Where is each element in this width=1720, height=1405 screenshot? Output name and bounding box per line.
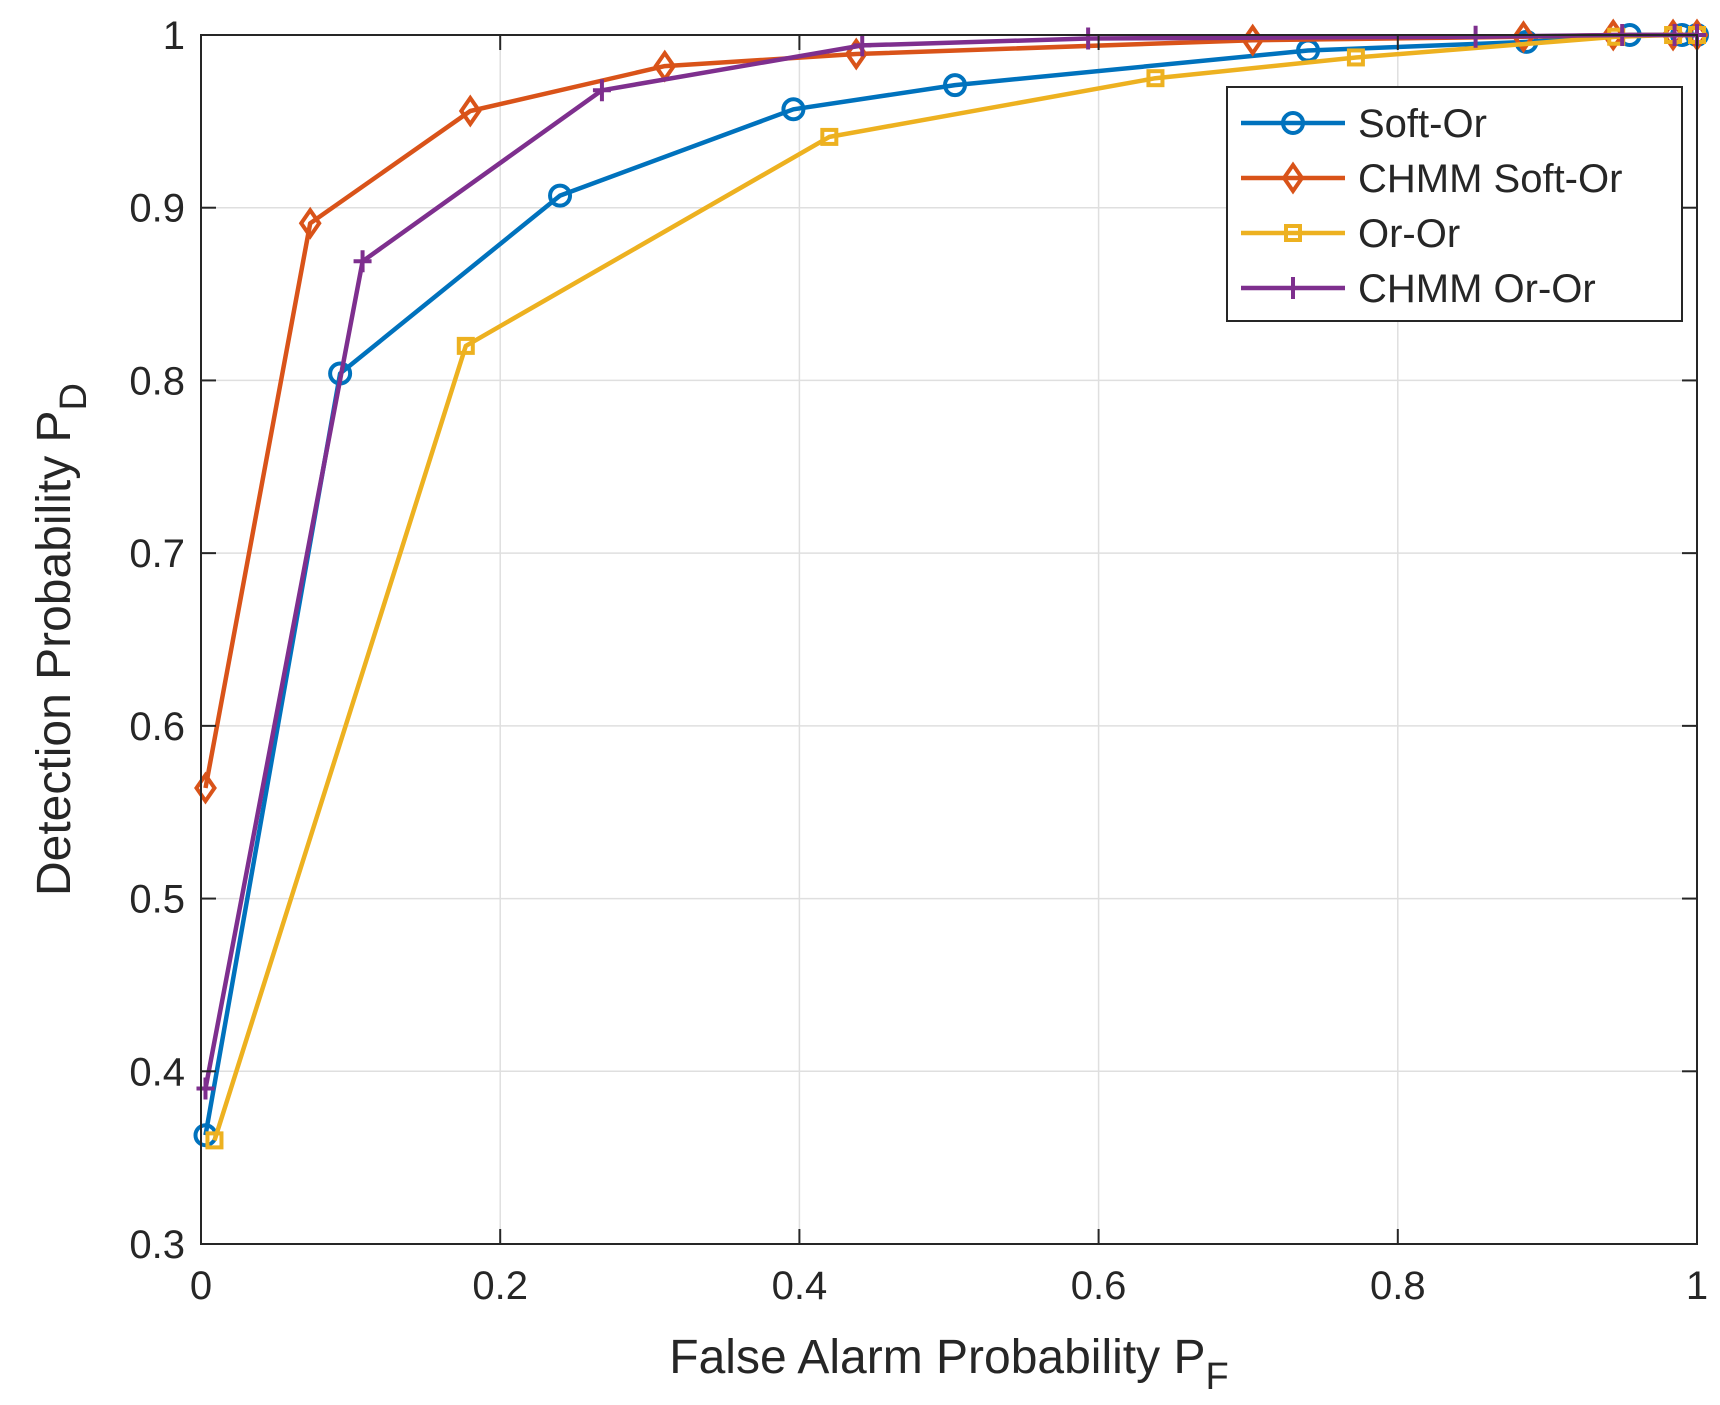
y-tick-label: 0.8 [129, 359, 185, 403]
x-tick-label: 0.6 [1071, 1264, 1127, 1308]
data-point-soft-or [942, 73, 967, 98]
axes-box [200, 34, 1698, 1245]
y-tick-label: 0.6 [129, 705, 185, 749]
legend-marker [1284, 277, 1302, 299]
legend-marker [1281, 161, 1305, 195]
data-point-or-or [456, 336, 475, 355]
y-tick-label: 0.7 [129, 532, 185, 576]
y-tick-label: 0.4 [129, 1050, 185, 1094]
y-axis-label: Detection Probability PD [28, 383, 95, 896]
x-axis-label: False Alarm Probability PF [669, 1331, 1228, 1398]
legend-marker [1281, 111, 1305, 135]
data-point-chmm-or-or [353, 250, 372, 273]
x-tick-label: 0.4 [772, 1264, 828, 1308]
data-point-chmm-or-or [592, 79, 611, 102]
data-point-chmm-or-or [853, 34, 872, 57]
data-point-chmm-soft-or [298, 206, 322, 240]
data-point-or-or [1146, 69, 1165, 88]
legend-label: CHMM Soft-Or [1358, 157, 1622, 201]
y-tick-label: 0.3 [129, 1223, 185, 1267]
legend-label: Or-Or [1358, 212, 1460, 256]
ticks [200, 34, 1698, 1245]
data-point-chmm-soft-or [194, 771, 217, 805]
data-point-soft-or [781, 97, 806, 122]
data-point-chmm-soft-or [458, 94, 482, 128]
data-point-or-or [820, 127, 839, 146]
data-point-chmm-soft-or [1512, 20, 1535, 54]
series-layer [193, 18, 1709, 1150]
x-tick-label: 0 [190, 1264, 212, 1308]
data-point-or-or [1346, 48, 1365, 67]
legend-entry-soft-or: Soft-Or [1241, 102, 1487, 146]
x-tick-label: 0.2 [472, 1264, 528, 1308]
data-point-soft-or [548, 183, 573, 208]
tick-labels: 0 0.2 0.4 0.6 0.8 1 0.3 0.4 0.5 0.6 0.7 0.8 0.9 1 [129, 14, 1708, 1308]
legend-label: Soft-Or [1358, 102, 1487, 146]
data-point-chmm-or-or [1079, 27, 1098, 50]
x-tick-label: 0.8 [1370, 1264, 1426, 1308]
data-point-chmm-or-or [1466, 25, 1485, 48]
legend: Soft-Or CHMM Soft-Or Or-Or CHMM Or-Or [1226, 86, 1683, 322]
x-tick-label: 1 [1686, 1264, 1708, 1308]
legend-marker [1284, 224, 1302, 242]
legend-entry-chmm-soft-or: CHMM Soft-Or [1241, 157, 1622, 201]
legend-entry-chmm-or-or: CHMM Or-Or [1241, 267, 1596, 311]
y-tick-label: 0.9 [129, 187, 185, 231]
legend-entry-or-or: Or-Or [1241, 212, 1460, 256]
y-tick-label: 0.5 [129, 878, 185, 922]
y-tick-label: 1 [163, 14, 185, 58]
data-point-or-or [205, 1131, 224, 1150]
legend-label: CHMM Or-Or [1358, 267, 1596, 311]
data-point-chmm-or-or [196, 1077, 215, 1100]
